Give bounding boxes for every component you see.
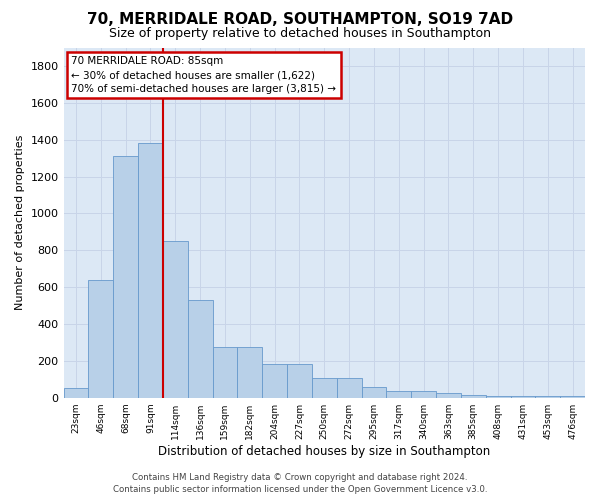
Bar xyxy=(138,144,163,398)
Bar xyxy=(113,156,138,398)
Text: 70 MERRIDALE ROAD: 85sqm
← 30% of detached houses are smaller (1,622)
70% of sem: 70 MERRIDALE ROAD: 85sqm ← 30% of detach… xyxy=(71,56,337,94)
Bar xyxy=(287,364,312,398)
Text: Size of property relative to detached houses in Southampton: Size of property relative to detached ho… xyxy=(109,28,491,40)
Bar xyxy=(511,396,535,398)
Bar xyxy=(337,378,362,398)
Bar xyxy=(535,396,560,398)
Bar xyxy=(188,300,212,398)
Bar xyxy=(560,396,585,398)
Bar xyxy=(238,347,262,398)
Text: 70, MERRIDALE ROAD, SOUTHAMPTON, SO19 7AD: 70, MERRIDALE ROAD, SOUTHAMPTON, SO19 7A… xyxy=(87,12,513,28)
Text: Contains HM Land Registry data © Crown copyright and database right 2024.
Contai: Contains HM Land Registry data © Crown c… xyxy=(113,472,487,494)
Bar xyxy=(461,395,485,398)
Bar xyxy=(88,280,113,398)
Bar xyxy=(64,388,88,398)
Bar xyxy=(212,347,238,398)
Y-axis label: Number of detached properties: Number of detached properties xyxy=(15,135,25,310)
Bar xyxy=(312,378,337,398)
Bar xyxy=(485,396,511,398)
Bar xyxy=(386,392,411,398)
Bar xyxy=(362,386,386,398)
Bar xyxy=(436,393,461,398)
X-axis label: Distribution of detached houses by size in Southampton: Distribution of detached houses by size … xyxy=(158,444,490,458)
Bar xyxy=(411,392,436,398)
Bar xyxy=(163,241,188,398)
Bar xyxy=(262,364,287,398)
